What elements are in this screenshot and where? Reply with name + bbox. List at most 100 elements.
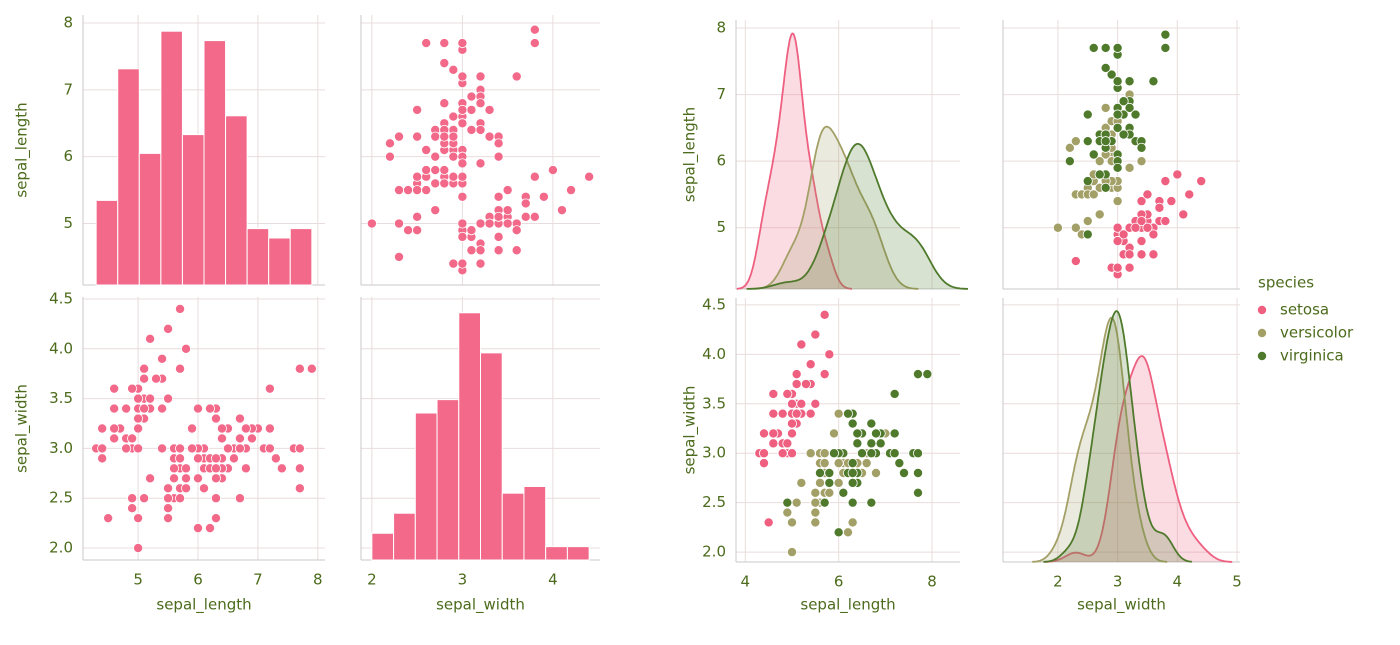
scatter-point (181, 473, 192, 484)
scatter-point (187, 423, 198, 434)
scatter-point (466, 225, 477, 236)
scatter-point (127, 383, 138, 394)
legend-marker (1257, 327, 1268, 338)
scatter-point (475, 245, 486, 256)
scatter-point (157, 353, 168, 364)
histogram-bar (523, 486, 547, 561)
scatter-point (1100, 102, 1111, 113)
scatter-point (457, 118, 468, 129)
scatter-point (228, 453, 239, 464)
y-tick-label: 8 (716, 18, 726, 36)
scatter-point (529, 171, 540, 182)
y-axis-label: sepal_width (681, 386, 700, 475)
scatter-point (1082, 216, 1093, 227)
kde-area (754, 126, 919, 289)
scatter-point (175, 303, 186, 314)
scatter-point (181, 463, 192, 474)
scatter-point (234, 443, 245, 454)
scatter-point (1112, 236, 1123, 247)
kde-area (746, 143, 968, 289)
scatter-point (791, 497, 802, 508)
scatter-point (270, 453, 281, 464)
histogram-bar (95, 199, 119, 286)
histogram-bar (371, 532, 395, 561)
scatter-point (833, 527, 844, 538)
scatter-point (584, 171, 595, 182)
scatter-point (403, 225, 414, 236)
histogram-bar (246, 228, 270, 286)
scatter-point (163, 323, 174, 334)
scatter-point (466, 91, 477, 102)
scatter-point (493, 191, 504, 202)
scatter-point (240, 463, 251, 474)
scatter-point (394, 251, 405, 262)
scatter-point (866, 448, 877, 459)
scatter-point (810, 487, 821, 498)
scatter-point (1130, 222, 1141, 233)
scatter-point (1172, 169, 1183, 180)
scatter-point (97, 423, 108, 434)
y-tick-label: 2.5 (702, 493, 726, 511)
scatter-point (366, 218, 377, 229)
scatter-point (133, 423, 144, 434)
scatter-point (889, 388, 900, 399)
y-tick-label: 5 (716, 218, 726, 236)
scatter-point (768, 388, 779, 399)
scatter-point (493, 211, 504, 222)
y-tick-label: 2.0 (702, 543, 726, 561)
scatter-point (1112, 42, 1123, 53)
scatter-point (1100, 182, 1111, 193)
x-axis-label: sepal_length (156, 596, 251, 615)
scatter-point (810, 398, 821, 409)
scatter-point (264, 383, 275, 394)
scatter-point (566, 185, 577, 196)
scatter-point (175, 493, 186, 504)
scatter-point (193, 473, 204, 484)
scatter-point (913, 487, 924, 498)
scatter-point (163, 483, 174, 494)
scatter-point (193, 453, 204, 464)
x-tick-label: 2 (1053, 573, 1063, 591)
scatter-point (829, 448, 840, 459)
x-tick-label: 6 (193, 571, 203, 589)
scatter-point (412, 185, 423, 196)
scatter-point (448, 258, 459, 269)
scatter-point (198, 483, 209, 494)
x-axis-label: sepal_length (800, 596, 895, 615)
scatter-point (475, 218, 486, 229)
scatter-point (556, 205, 567, 216)
scatter-point (1124, 249, 1135, 260)
scatter-point (791, 369, 802, 380)
scatter-point (1124, 162, 1135, 173)
scatter-point (246, 433, 257, 444)
scatter-point (1160, 216, 1171, 227)
scatter-point (529, 24, 540, 35)
scatter-point (899, 468, 910, 479)
scatter-point (1184, 189, 1195, 200)
scatter-point (1082, 229, 1093, 240)
scatter-point (127, 503, 138, 514)
scatter-point (866, 497, 877, 508)
scatter-point (796, 398, 807, 409)
scatter-point (163, 513, 174, 524)
scatter-point (847, 497, 858, 508)
scatter-point (502, 205, 513, 216)
scatter-point (1160, 176, 1171, 187)
scatter-point (1118, 129, 1129, 140)
scatter-point (1136, 216, 1147, 227)
scatter-point (163, 493, 174, 504)
scatter-point (109, 403, 120, 414)
scatter-point (109, 433, 120, 444)
scatter-point (421, 165, 432, 176)
histogram-bar (289, 228, 313, 286)
scatter-point (913, 369, 924, 380)
scatter-point (871, 468, 882, 479)
scatter-point (819, 497, 830, 508)
scatter-point (421, 185, 432, 196)
scatter-point (913, 448, 924, 459)
scatter-point (787, 448, 798, 459)
y-tick-label: 6 (63, 147, 73, 165)
scatter-point (782, 438, 793, 449)
scatter-point (484, 131, 495, 142)
scatter-point (466, 245, 477, 256)
